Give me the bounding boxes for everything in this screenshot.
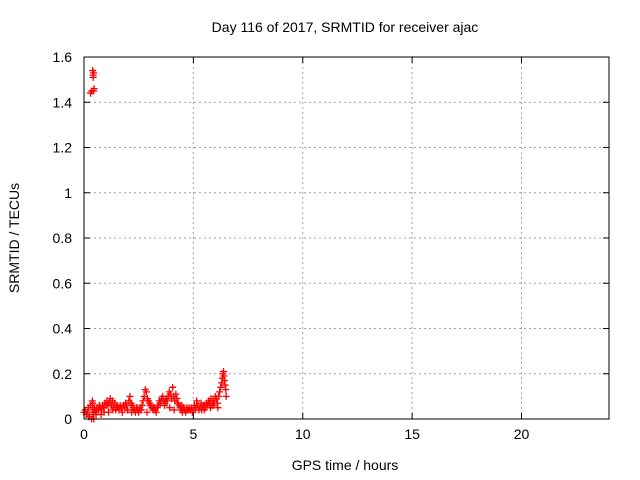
data-point: [178, 401, 186, 409]
data-point: [192, 404, 200, 412]
data-point: [152, 408, 160, 416]
data-point: [156, 399, 164, 407]
data-point: [198, 406, 206, 414]
data-point: [193, 397, 201, 405]
chart-title: Day 116 of 2017, SRMTID for receiver aja…: [212, 19, 479, 35]
x-tick-label: 15: [404, 426, 420, 442]
x-tick-label: 10: [295, 426, 311, 442]
data-point: [170, 406, 178, 414]
data-point: [166, 404, 174, 412]
data-point: [138, 401, 146, 409]
data-point: [174, 399, 182, 407]
y-tick-label: 1.4: [53, 94, 73, 110]
y-axis-label: SRMTID / TECUs: [6, 183, 22, 293]
grid-lines: [84, 57, 609, 419]
y-tick-label: 0.6: [53, 275, 73, 291]
y-tick-label: 0: [64, 411, 72, 427]
data-point: [220, 377, 228, 385]
data-point: [214, 404, 222, 412]
data-point: [222, 392, 230, 400]
y-tick-label: 0.8: [53, 230, 73, 246]
data-point: [89, 67, 97, 75]
data-point: [123, 406, 131, 414]
data-point: [163, 397, 171, 405]
data-point: [105, 408, 112, 416]
data-point: [216, 388, 224, 396]
data-point: [88, 87, 96, 95]
data-point: [89, 399, 97, 407]
data-point: [221, 381, 229, 389]
data-point: [222, 386, 230, 394]
data-point: [183, 406, 191, 414]
data-point: [201, 401, 209, 409]
data-point: [137, 406, 145, 414]
y-axis-tick-labels: 0 0.2 0.4 0.6 0.8 1 1.2 1.4 1.6: [53, 49, 73, 427]
data-point: [146, 401, 154, 409]
x-tick-label: 20: [514, 426, 530, 442]
data-point: [217, 383, 225, 391]
data-point: [173, 395, 181, 403]
data-point: [89, 73, 97, 81]
data-point: [142, 388, 150, 396]
data-point: [128, 408, 136, 416]
y-tick-label: 0.4: [53, 321, 73, 337]
data-point: [161, 401, 168, 409]
data-point: [143, 408, 151, 416]
data-point: [210, 401, 217, 409]
x-tick-label: 0: [80, 426, 88, 442]
y-tick-label: 1: [64, 185, 72, 201]
data-point: [172, 390, 180, 398]
data-point: [118, 408, 126, 416]
x-axis-label: GPS time / hours: [292, 457, 399, 473]
data-points: [80, 67, 230, 423]
data-point: [133, 404, 141, 412]
y-tick-label: 1.6: [53, 49, 73, 65]
data-point: [150, 404, 158, 412]
data-point: [94, 406, 102, 414]
y-tick-label: 0.2: [53, 366, 73, 382]
y-tick-label: 1.2: [53, 140, 73, 156]
data-point: [215, 392, 223, 400]
data-point: [126, 392, 134, 400]
data-point: [118, 404, 126, 412]
x-axis-tick-labels: 0 5 10 15 20: [80, 426, 529, 442]
data-point: [83, 408, 91, 416]
x-tick-label: 5: [189, 426, 197, 442]
axis-ticks: [83, 56, 609, 420]
data-point: [169, 383, 177, 391]
